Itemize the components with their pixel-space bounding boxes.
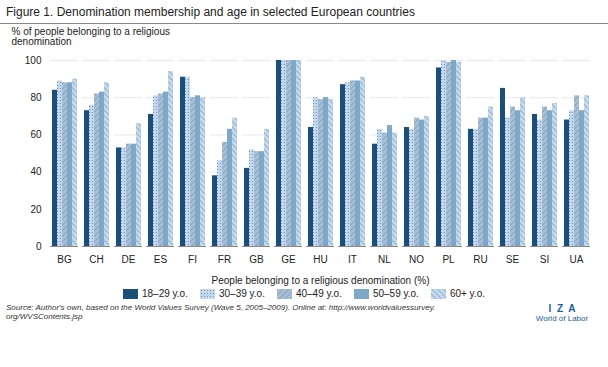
svg-text:DE: DE xyxy=(122,254,136,265)
svg-text:BG: BG xyxy=(57,254,72,265)
svg-text:GE: GE xyxy=(281,254,296,265)
html-text:30–39 y.o.: 30–39 y.o. xyxy=(219,288,265,299)
svg-text:ES: ES xyxy=(154,254,168,265)
svg-text:HU: HU xyxy=(313,254,327,265)
svg-text:People belonging to a religiou: People belonging to a religious denomina… xyxy=(212,275,430,286)
html-text:40–49 y.o.: 40–49 y.o. xyxy=(295,288,342,299)
svg-text:SI: SI xyxy=(540,254,549,265)
svg-text:NO: NO xyxy=(409,254,424,265)
svg-text:GB: GB xyxy=(249,254,264,265)
html-text:I Z A: I Z A xyxy=(548,303,576,314)
svg-text:CH: CH xyxy=(89,254,103,265)
svg-text:IT: IT xyxy=(348,254,357,265)
html-text:18–29 y.o.: 18–29 y.o. xyxy=(142,288,188,299)
html-text:50–59 y.o.: 50–59 y.o. xyxy=(372,288,419,299)
html-text:60+ y.o.: 60+ y.o. xyxy=(449,288,485,299)
svg-text:0: 0 xyxy=(36,241,42,252)
svg-text:40: 40 xyxy=(30,166,42,177)
html-text:Figure 1. Denomination members: Figure 1. Denomination membership and ag… xyxy=(6,5,415,19)
svg-text:% of people belonging to a rel: % of people belonging to a religiousdeno… xyxy=(12,26,170,47)
svg-text:FR: FR xyxy=(218,254,231,265)
svg-text:80: 80 xyxy=(30,92,42,103)
svg-text:FI: FI xyxy=(188,254,197,265)
svg-text:PL: PL xyxy=(442,254,455,265)
svg-text:100: 100 xyxy=(25,55,42,66)
html-text:World of Labor: World of Labor xyxy=(535,314,589,323)
svg-text:RU: RU xyxy=(473,254,487,265)
svg-text:20: 20 xyxy=(30,204,42,215)
svg-text:60: 60 xyxy=(30,129,42,140)
html-text:Source: Author's own, based on: Source: Author's own, based on the World… xyxy=(6,303,436,321)
svg-text:UA: UA xyxy=(570,254,584,265)
svg-text:NL: NL xyxy=(378,254,391,265)
svg-text:SE: SE xyxy=(506,254,520,265)
